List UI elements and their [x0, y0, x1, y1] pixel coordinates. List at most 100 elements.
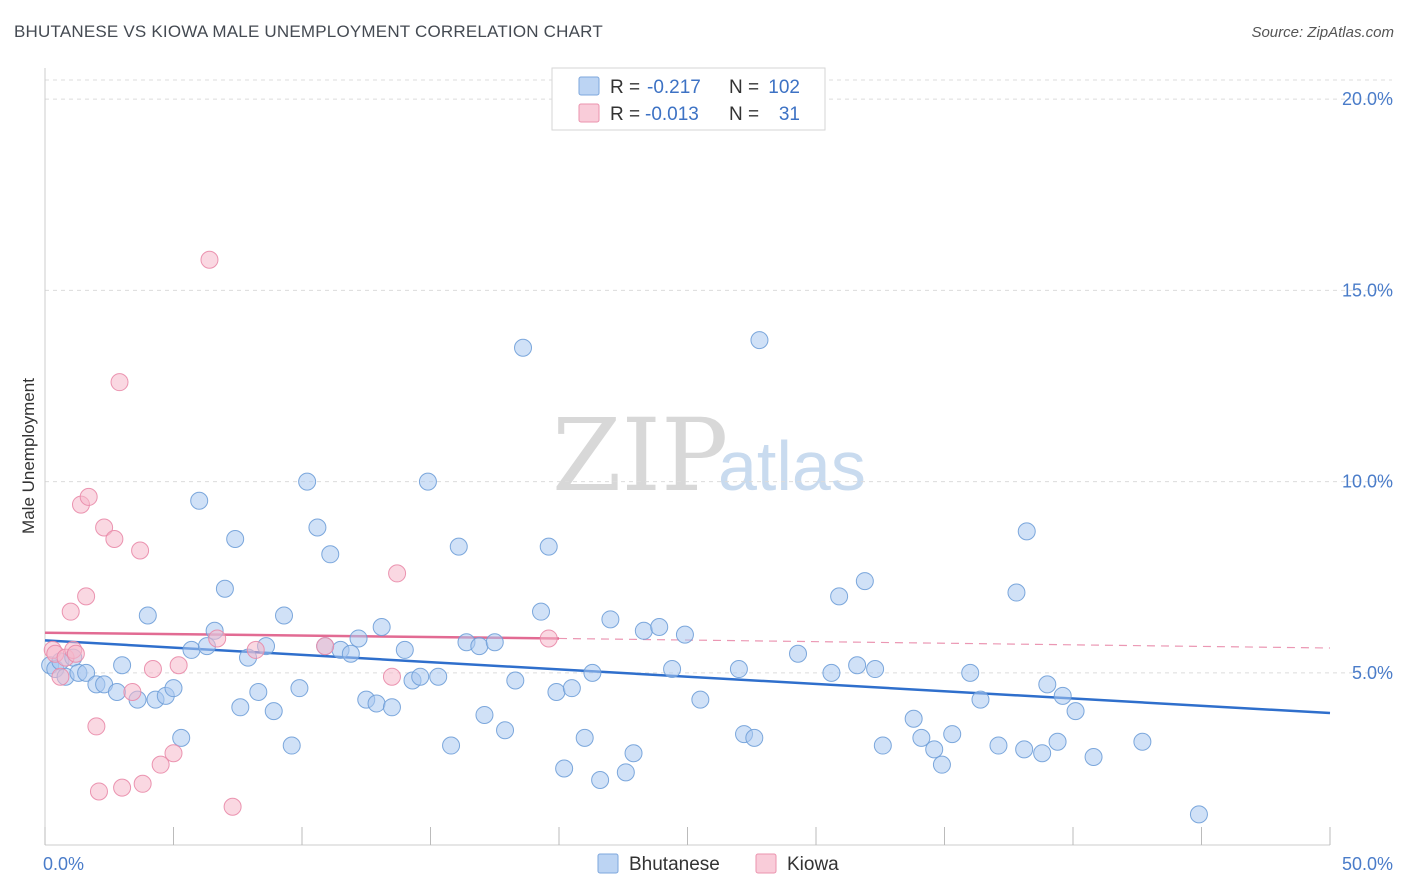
y-tick-label: 10.0%	[1342, 472, 1393, 492]
point-bhutanese	[729, 660, 748, 679]
point-bhutanese	[830, 587, 849, 606]
y-axis-label: Male Unemployment	[19, 378, 38, 534]
point-bhutanese	[429, 667, 448, 686]
point-kiowa	[89, 782, 108, 801]
point-kiowa	[143, 660, 162, 679]
point-bhutanese	[349, 629, 368, 648]
point-bhutanese	[971, 690, 990, 709]
point-bhutanese	[475, 705, 494, 724]
point-bhutanese	[601, 610, 620, 629]
point-kiowa	[79, 487, 98, 506]
point-bhutanese	[663, 660, 682, 679]
watermark-zip: ZIP	[552, 397, 728, 514]
y-tick-label: 15.0%	[1342, 280, 1393, 300]
point-kiowa	[131, 541, 150, 560]
point-bhutanese	[575, 728, 594, 747]
point-bhutanese	[249, 683, 268, 701]
axes: 5.0% 10.0% 15.0% 20.0% 0.0% 50.0%	[43, 68, 1393, 874]
point-bhutanese	[650, 617, 669, 636]
point-kiowa	[77, 587, 96, 606]
point-bhutanese	[496, 721, 515, 740]
point-bhutanese	[634, 621, 653, 640]
point-bhutanese	[932, 755, 951, 774]
point-kiowa	[110, 373, 129, 392]
point-bhutanese	[562, 679, 581, 698]
point-bhutanese	[182, 640, 201, 659]
point-bhutanese	[961, 663, 980, 682]
point-kiowa	[164, 744, 183, 763]
x-tick-label-max: 50.0%	[1342, 854, 1393, 874]
legend-swatch-kiowa	[578, 103, 600, 123]
watermark-atlas: atlas	[718, 427, 866, 505]
point-kiowa	[316, 637, 335, 656]
point-bhutanese	[264, 702, 283, 721]
point-bhutanese	[904, 709, 923, 728]
point-bhutanese	[691, 690, 710, 709]
bottom-legend-swatch-bhutanese	[597, 853, 619, 874]
point-bhutanese	[873, 736, 892, 755]
point-bhutanese	[1053, 686, 1072, 705]
legend-n-label-2: N =	[729, 104, 759, 125]
point-kiowa	[133, 774, 152, 793]
point-bhutanese	[341, 644, 360, 663]
point-bhutanese	[418, 472, 437, 491]
point-bhutanese	[848, 656, 867, 675]
point-bhutanese	[395, 640, 414, 659]
point-bhutanese	[442, 736, 461, 755]
point-bhutanese	[822, 663, 841, 682]
gridlines	[45, 79, 1392, 674]
point-bhutanese	[514, 338, 533, 357]
point-bhutanese	[616, 763, 635, 782]
trend-line-extension-kiowa	[558, 637, 1331, 649]
point-kiowa	[123, 683, 142, 701]
point-bhutanese	[506, 671, 525, 690]
data-points	[41, 250, 1208, 824]
point-bhutanese	[943, 725, 962, 744]
bottom-legend-label-kiowa: Kiowa	[787, 854, 839, 875]
point-bhutanese	[367, 694, 386, 713]
point-kiowa	[223, 797, 242, 816]
point-bhutanese	[532, 602, 551, 621]
chart-source: Source: ZipAtlas.com	[1251, 24, 1394, 41]
point-bhutanese	[750, 331, 769, 350]
legend-r-value-1: -0.217	[647, 77, 701, 98]
point-kiowa	[382, 667, 401, 686]
point-bhutanese	[290, 679, 309, 698]
point-bhutanese	[925, 740, 944, 759]
point-bhutanese	[866, 660, 885, 679]
point-bhutanese	[282, 736, 301, 755]
point-bhutanese	[1017, 522, 1036, 541]
point-bhutanese	[1033, 744, 1052, 763]
chart-title: BHUTANESE VS KIOWA MALE UNEMPLOYMENT COR…	[14, 22, 603, 41]
point-bhutanese	[190, 491, 209, 510]
bottom-legend-swatch-kiowa	[755, 853, 777, 874]
point-bhutanese	[1189, 805, 1208, 824]
point-bhutanese	[275, 606, 294, 625]
legend-n-value-2: 31	[779, 104, 800, 125]
point-bhutanese	[1048, 732, 1067, 751]
point-kiowa	[87, 717, 106, 736]
point-kiowa	[113, 778, 132, 797]
point-kiowa	[95, 518, 114, 537]
point-kiowa	[169, 656, 188, 675]
point-bhutanese	[485, 633, 504, 652]
point-bhutanese	[77, 663, 96, 682]
point-bhutanese	[321, 545, 340, 564]
point-bhutanese	[539, 537, 558, 556]
point-kiowa	[388, 564, 407, 583]
y-tick-label: 20.0%	[1342, 89, 1393, 109]
point-bhutanese	[215, 579, 234, 598]
point-kiowa	[246, 640, 265, 659]
point-bhutanese	[107, 683, 126, 701]
point-kiowa	[151, 755, 170, 774]
point-bhutanese	[624, 744, 643, 763]
point-bhutanese	[1038, 675, 1057, 694]
bottom-legend: Bhutanese Kiowa	[597, 853, 839, 875]
legend-r-label-1: R =	[610, 77, 640, 98]
point-bhutanese	[547, 683, 566, 701]
point-bhutanese	[789, 644, 808, 663]
point-bhutanese	[382, 698, 401, 717]
legend-r-label-2: R =	[610, 104, 640, 125]
point-bhutanese	[138, 606, 157, 625]
